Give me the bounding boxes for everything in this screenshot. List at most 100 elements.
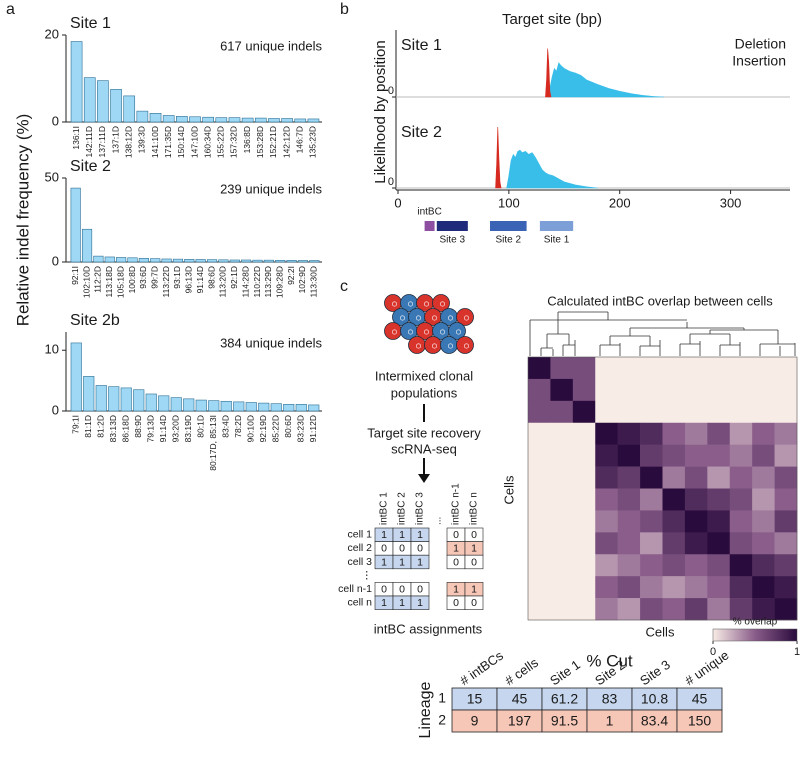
- chart-title: Target site (bp): [502, 11, 602, 28]
- region: [539, 221, 574, 231]
- bar: [70, 342, 82, 412]
- nucleus-icon: [447, 343, 453, 349]
- nucleus-icon: [423, 301, 429, 307]
- area: [495, 126, 502, 189]
- heatmap-cell: [572, 554, 596, 577]
- heatmap-cell: [595, 598, 618, 621]
- y-tick-label: 0: [52, 402, 59, 417]
- colorbar-label: % overlap: [733, 617, 778, 628]
- heatmap-cell: [662, 378, 686, 402]
- heatmap-cell: [774, 554, 798, 577]
- heatmap-cell: [640, 598, 663, 621]
- cell-value: 0: [381, 543, 387, 555]
- x-tick-label: 86:18D: [121, 415, 131, 442]
- x-tick-label: 93:6D: [138, 266, 148, 289]
- heatmap-cell: [640, 554, 663, 577]
- x-tick-label: 93:1D: [172, 266, 182, 289]
- bar: [202, 116, 214, 123]
- heatmap-cell: [684, 466, 708, 489]
- y-axis-label: Likelihood by position: [372, 40, 389, 183]
- x-tick-label: 83:19D: [183, 415, 193, 442]
- heatmap-cell: [528, 378, 551, 402]
- heatmap-cell: [752, 554, 775, 577]
- cell-value: 45: [512, 691, 528, 707]
- x-tick-label: 79:1I: [71, 415, 81, 434]
- dendrogram: [529, 311, 796, 356]
- column-header: intBC 3: [415, 492, 426, 525]
- heatmap-cell: [707, 444, 731, 467]
- heatmap-cell: [572, 466, 596, 489]
- bar: [83, 376, 95, 412]
- x-tick-label: 92:1I: [70, 266, 80, 285]
- x-tick-label: 100: [498, 195, 520, 210]
- legend-entry: Insertion: [732, 53, 786, 69]
- table-cell: [410, 554, 430, 570]
- cell-icon: [424, 336, 442, 354]
- heatmap-cell: [729, 532, 753, 555]
- x-tick-label: 138:12D: [123, 126, 133, 158]
- y-tick-label: 0: [52, 113, 59, 128]
- heatmap-cell: [617, 444, 641, 467]
- x-tick-label: 152:21D: [268, 126, 278, 158]
- bar: [275, 260, 286, 263]
- bar: [150, 258, 161, 263]
- y-tick-label: 0: [388, 176, 394, 188]
- heatmap-cell: [617, 466, 641, 489]
- heatmap-cell: [707, 598, 731, 621]
- x-tick-label: 0: [394, 195, 401, 210]
- column-header: intBC 1: [379, 492, 390, 525]
- x-tick-label: 153:28D: [255, 126, 265, 158]
- colorbar: [712, 628, 798, 642]
- bar: [195, 259, 206, 263]
- heatmap-cell: [684, 510, 708, 533]
- bar: [189, 116, 201, 123]
- bar: [241, 117, 254, 123]
- x-tick-label: 80:17D, 85:13I: [208, 415, 218, 471]
- heatmap-cell: [707, 532, 731, 555]
- cell-icon: [440, 336, 458, 354]
- heatmap-cell: [617, 378, 641, 402]
- bar: [97, 80, 109, 123]
- nucleus-icon: [455, 329, 461, 335]
- x-tick-label: 146:7D: [295, 126, 305, 153]
- bar: [258, 402, 270, 412]
- heatmap-cell: [662, 598, 686, 621]
- heatmap-cell: [774, 466, 798, 489]
- x-tick-label: 100:8D: [127, 266, 137, 293]
- bar: [123, 95, 136, 123]
- heatmap-cell: [550, 488, 574, 511]
- heatmap-cell: [752, 598, 775, 621]
- heatmap-cell: [528, 422, 551, 445]
- heatmap-cell: [550, 576, 574, 599]
- area: [545, 48, 552, 98]
- cell-value: 1: [471, 583, 477, 595]
- row-label: 2: [438, 712, 446, 728]
- heatmap-cell: [752, 400, 775, 424]
- bar: [294, 118, 307, 123]
- heatmap-cell: [707, 357, 731, 380]
- nucleus-icon: [391, 329, 397, 335]
- bar: [110, 89, 122, 123]
- cell-value: 1: [417, 597, 423, 609]
- chart-title: Calculated intBC overlap between cells: [547, 293, 773, 308]
- row-label: cell 3: [347, 556, 372, 568]
- x-tick-label: 105:18D: [115, 266, 125, 298]
- panel-label: a: [6, 1, 15, 18]
- nucleus-icon: [431, 315, 437, 321]
- heatmap-cell: [662, 400, 686, 424]
- heatmap-cell: [572, 400, 596, 424]
- bar: [136, 110, 149, 123]
- table-cell: [464, 554, 484, 570]
- x-tick-label: 81:1D: [83, 415, 93, 438]
- heatmap-cell: [550, 422, 574, 445]
- row-label: cell n: [347, 597, 372, 609]
- cell-value: 61.2: [551, 691, 578, 707]
- heatmap-cell: [640, 488, 663, 511]
- bar: [263, 259, 274, 263]
- heatmap-cell: [640, 532, 663, 555]
- heatmap-cell: [528, 357, 551, 380]
- nucleus-icon: [423, 329, 429, 335]
- bar: [95, 385, 107, 412]
- annotation: 239 unique indels: [220, 181, 322, 196]
- heatmap-cell: [729, 422, 753, 445]
